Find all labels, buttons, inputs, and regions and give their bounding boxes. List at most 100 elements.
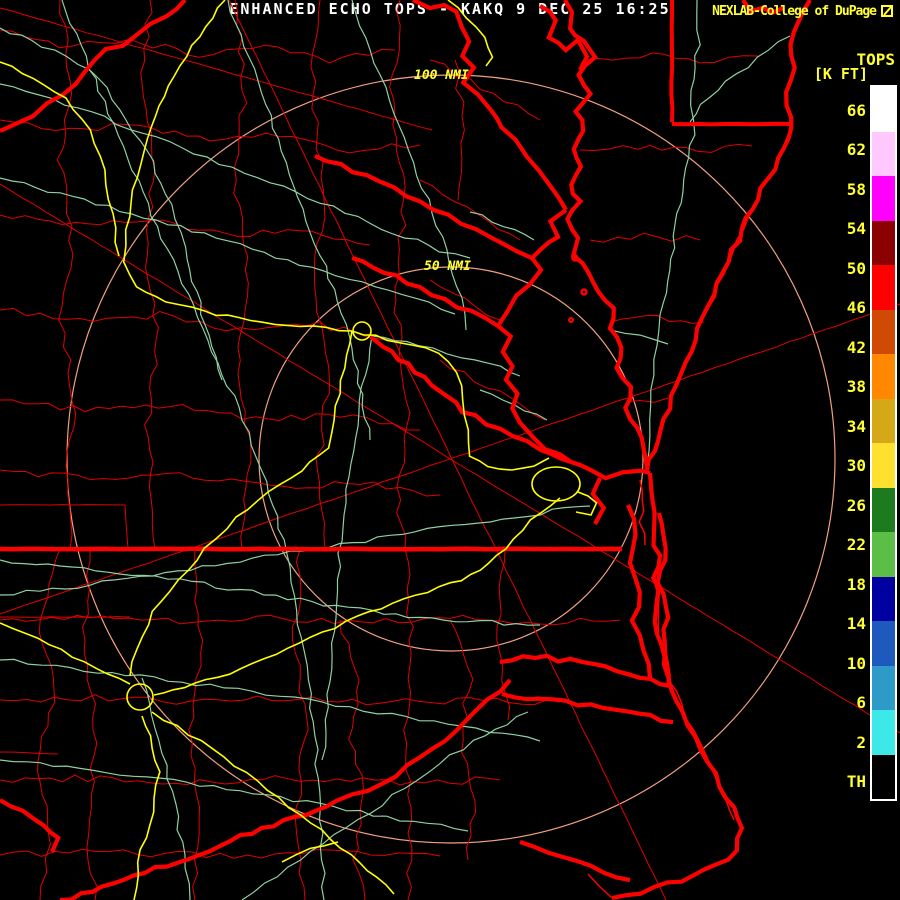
county-line [0, 214, 371, 246]
beltway-loop [531, 466, 581, 502]
county-line [37, 548, 61, 900]
legend-swatch [872, 265, 895, 310]
coastline [626, 504, 653, 679]
legend-label: 42 [846, 337, 866, 357]
road-line [241, 711, 529, 900]
road-line [469, 211, 535, 241]
highway-line [129, 330, 353, 677]
state-line-va-nc [0, 546, 623, 552]
legend-swatch [872, 621, 895, 666]
highway-line [122, 0, 353, 332]
legend-swatch [872, 220, 895, 265]
legend-colorbar [870, 85, 897, 801]
county-line [310, 0, 330, 550]
road-line [371, 335, 521, 377]
legend-swatch [872, 754, 895, 799]
legend-label: 10 [846, 653, 866, 673]
highway-line [0, 61, 120, 257]
highway-line [447, 0, 494, 67]
legend-swatch [872, 398, 895, 443]
range-ring-100nmi [66, 74, 836, 844]
coastline [314, 154, 533, 260]
coastline [741, 0, 784, 15]
legend-label: 34 [846, 416, 866, 436]
county-line [233, 0, 252, 550]
legend-swatch [872, 131, 895, 176]
legend-label: 66 [846, 101, 866, 120]
county-line [291, 548, 309, 900]
coastline [644, 0, 812, 471]
road-line [0, 658, 541, 742]
county-line [419, 179, 521, 241]
coastline [351, 255, 500, 328]
legend-label: 38 [846, 377, 866, 397]
legend-swatch [872, 665, 895, 710]
county-line [625, 397, 669, 403]
shoreline-detail [638, 479, 646, 546]
legend-swatch [872, 710, 895, 755]
legend-label: 2 [856, 732, 866, 752]
coastline [590, 477, 607, 526]
road-line [61, 0, 326, 900]
straight-boundary-line [124, 504, 129, 550]
highway-line [575, 491, 598, 516]
coastline [655, 512, 672, 687]
county-line [403, 548, 414, 900]
county-line [56, 0, 77, 550]
bay-island [568, 317, 574, 323]
county-line [429, 279, 501, 321]
county-line [454, 59, 465, 201]
coastline [496, 324, 573, 464]
legend-swatch [872, 309, 895, 354]
road-line [227, 0, 371, 441]
straight-boundary-line [228, 0, 667, 900]
county-line [0, 399, 420, 431]
coastline [570, 460, 651, 481]
county-line [429, 59, 541, 121]
county-line [188, 548, 204, 900]
county-line [0, 694, 561, 706]
richmond-loop [352, 321, 372, 341]
road-line [646, 0, 701, 469]
coastline [0, 798, 61, 853]
straight-boundary-line [0, 183, 900, 734]
cod-box-icon [881, 5, 893, 17]
legend-swatch [872, 87, 895, 132]
county-line [0, 774, 501, 786]
coastline [499, 653, 672, 689]
highway-line [151, 711, 395, 895]
legend-swatch [872, 532, 895, 577]
legend-swatch [872, 176, 895, 221]
coastline [519, 840, 631, 883]
coastline [412, 0, 568, 212]
coastline [369, 335, 572, 464]
coastline [530, 208, 568, 260]
range-ring-label-50nmi: 50 NMI [424, 259, 471, 274]
coastline [59, 678, 512, 900]
road-line [141, 677, 191, 900]
road-line [0, 759, 469, 832]
legend-units: [K FT] [813, 65, 868, 83]
range-ring-label-100nmi: 100 NMI [414, 68, 469, 83]
legend-label: 30 [846, 456, 866, 476]
county-line [0, 307, 391, 341]
coastline [0, 0, 187, 133]
legend-label: 54 [846, 219, 866, 239]
county-line [579, 143, 753, 153]
highway-line [0, 622, 131, 685]
road-line [0, 559, 541, 626]
legend-label: 18 [846, 574, 866, 594]
road-line [351, 0, 467, 331]
coastline [538, 4, 590, 71]
highway-line [351, 330, 550, 471]
road-line [0, 83, 471, 259]
county-line [439, 359, 546, 421]
county-line [0, 848, 441, 859]
straight-boundary-line [0, 7, 433, 131]
state-line-horizontal [671, 121, 791, 127]
coastline [496, 256, 544, 328]
legend-label: TH [846, 771, 866, 791]
bypass-loop [126, 683, 154, 711]
